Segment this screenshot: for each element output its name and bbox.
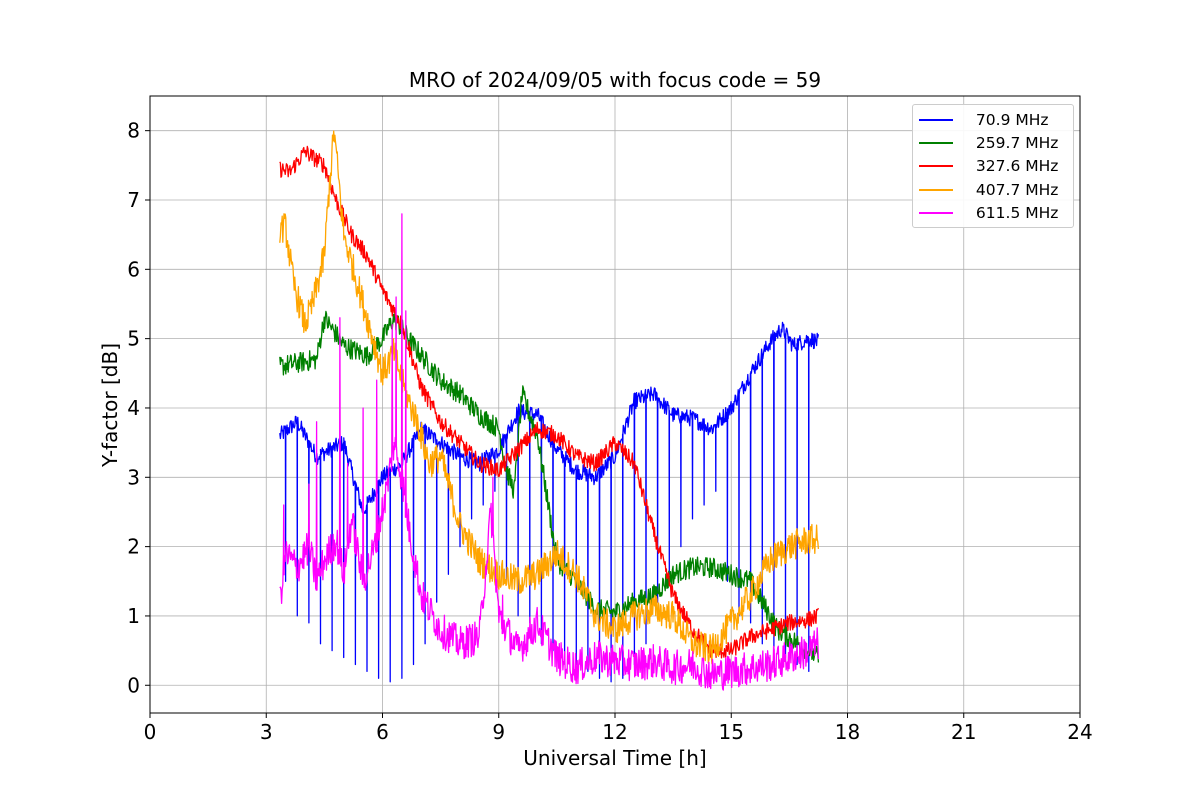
x-tick-label: 6 (376, 720, 389, 744)
legend-entry: 259.7 MHz (913, 131, 1073, 154)
legend-entry: 70.9 MHz (913, 108, 1073, 131)
x-tick-label: 15 (719, 720, 744, 744)
legend-label: 407.7 MHz (971, 180, 1059, 199)
y-tick-label: 8 (127, 119, 140, 143)
chart-title: MRO of 2024/09/05 with focus code = 59 (408, 68, 822, 92)
legend-label: 70.9 MHz (971, 110, 1049, 129)
series-line-4 (279, 130, 820, 665)
y-tick-label: 0 (127, 673, 140, 697)
x-tick-label: 21 (951, 720, 976, 744)
x-tick-label: 9 (492, 720, 505, 744)
legend-label: 327.6 MHz (971, 157, 1059, 176)
legend-swatch (919, 165, 953, 168)
y-tick-label: 6 (127, 257, 140, 281)
legend-entry: 407.7 MHz (913, 178, 1073, 201)
series-line-1 (279, 321, 820, 683)
legend-entry: 611.5 MHz (913, 201, 1073, 224)
y-tick-label: 5 (127, 327, 140, 351)
series-layer (279, 130, 820, 691)
y-tick-label: 2 (127, 535, 140, 559)
legend-swatch (919, 141, 953, 144)
x-tick-label: 0 (144, 720, 157, 744)
legend-entry: 327.6 MHz (913, 155, 1073, 178)
y-tick-label: 7 (127, 188, 140, 212)
legend-label: 259.7 MHz (971, 133, 1059, 152)
x-tick-label: 3 (260, 720, 273, 744)
series-line-3 (279, 145, 819, 659)
legend-swatch (919, 118, 953, 121)
x-tick-label: 24 (1067, 720, 1092, 744)
legend-label: 611.5 MHz (971, 203, 1059, 222)
legend: 70.9 MHz 259.7 MHz 327.6 MHz 407.7 MHz 6… (912, 104, 1074, 229)
series-line-5 (279, 213, 820, 691)
y-tick-label: 1 (127, 604, 140, 628)
x-tick-label: 12 (602, 720, 627, 744)
legend-swatch (919, 211, 953, 214)
x-tick-label: 18 (835, 720, 860, 744)
y-axis-label: Y-factor [dB] (98, 342, 122, 468)
y-tick-label: 3 (127, 465, 140, 489)
series-line-2 (279, 310, 820, 663)
x-axis-label: Universal Time [h] (523, 746, 707, 770)
legend-swatch (919, 188, 953, 191)
y-tick-label: 4 (127, 396, 140, 420)
